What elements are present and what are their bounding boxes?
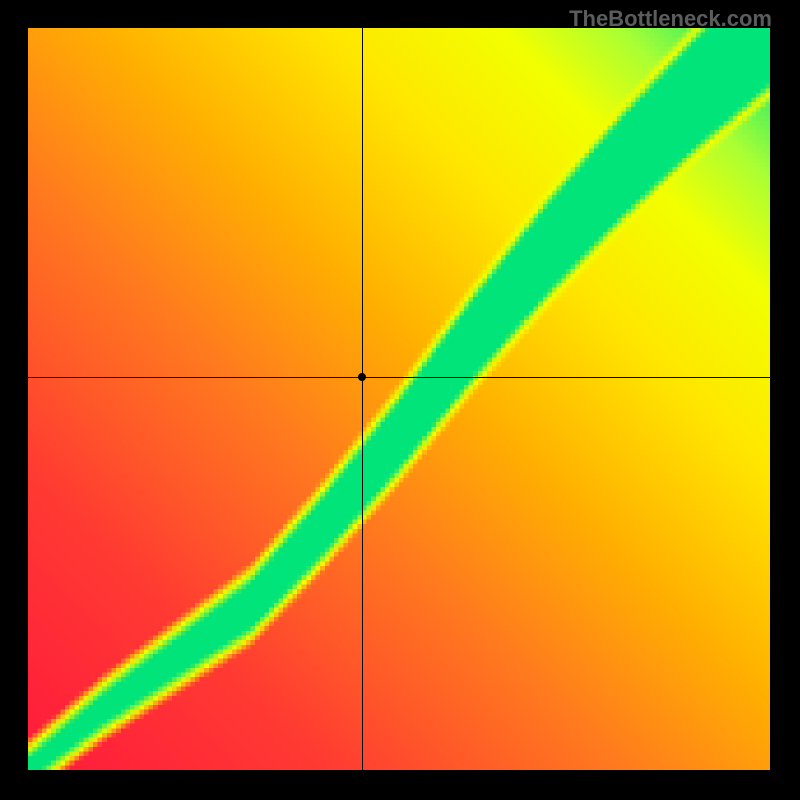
crosshair-marker <box>358 373 366 381</box>
figure-container: TheBottleneck.com <box>0 0 800 800</box>
watermark-text: TheBottleneck.com <box>569 6 772 32</box>
heatmap-canvas <box>28 28 770 770</box>
crosshair-vertical <box>362 28 363 770</box>
heatmap-plot <box>28 28 770 770</box>
crosshair-horizontal <box>28 377 770 378</box>
